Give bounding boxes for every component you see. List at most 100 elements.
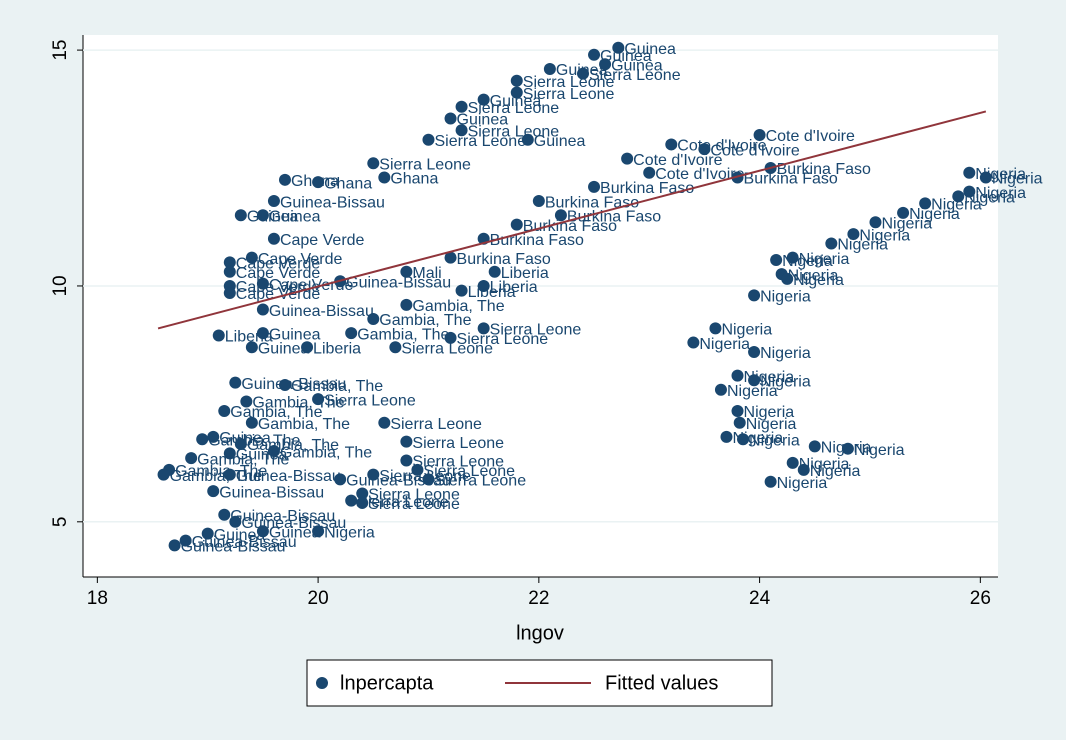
legend-swatch: [316, 677, 328, 689]
point: [256, 327, 269, 340]
point-label: Gambia, The: [197, 451, 289, 468]
point-label: Guinea: [269, 326, 321, 343]
point-label: Nigeria: [931, 197, 982, 214]
point-label: Gambia, The: [357, 326, 449, 343]
point: [223, 265, 236, 278]
point-label: Nigeria: [749, 432, 800, 449]
point-label: Nigeria: [793, 272, 844, 289]
point: [207, 485, 220, 498]
point-label: Nigeria: [964, 190, 1015, 207]
point: [378, 416, 391, 429]
point: [444, 331, 457, 344]
point: [234, 437, 247, 450]
point: [179, 534, 192, 547]
point: [720, 430, 733, 443]
point: [897, 206, 910, 219]
point: [400, 298, 413, 311]
plot-area: [83, 35, 998, 577]
point: [312, 393, 325, 406]
point-label: Cape Verde: [280, 232, 365, 249]
point-label: Guinea-Bissau: [236, 468, 341, 485]
point: [543, 62, 556, 75]
point: [367, 157, 380, 170]
point-label: Guinea-Bissau: [346, 274, 451, 291]
point: [532, 195, 545, 208]
point-label: Gambia, The: [412, 298, 504, 315]
point: [267, 195, 280, 208]
point-label: Cote d'Ivoire: [633, 152, 722, 169]
point: [301, 341, 314, 354]
point: [229, 515, 242, 528]
point-label: Cote d'Ivoire: [655, 166, 744, 183]
point: [312, 176, 325, 189]
point: [488, 265, 501, 278]
point: [979, 171, 992, 184]
x-axis-label: lngov: [516, 622, 564, 644]
point-label: Guinea: [214, 527, 266, 544]
point-label: Nigeria: [992, 171, 1043, 188]
point-label: Guinea-Bissau: [280, 194, 385, 211]
point-label: Sierra Leone: [434, 473, 526, 490]
point-label: Guinea: [490, 93, 542, 110]
point: [781, 272, 794, 285]
point: [240, 395, 253, 408]
point: [869, 216, 882, 229]
legend-label: lnpercapta: [340, 672, 434, 694]
point: [422, 473, 435, 486]
point-label: Guinea: [236, 447, 288, 464]
point: [223, 256, 236, 269]
point: [234, 209, 247, 222]
point: [510, 74, 523, 87]
legend-label: Fitted values: [605, 672, 718, 694]
point: [356, 496, 369, 509]
point: [919, 197, 932, 210]
point-label: Nigeria: [760, 345, 811, 362]
point: [400, 454, 413, 467]
point-label: Ghana: [390, 171, 438, 188]
point: [753, 129, 766, 142]
point-label: Gambia, The: [291, 378, 383, 395]
point-label: Guinea: [624, 41, 676, 58]
point: [356, 487, 369, 500]
point-label: Guinea-Bissau: [181, 539, 286, 556]
point: [588, 180, 601, 193]
point-label: Nigeria: [760, 374, 811, 391]
point: [455, 100, 468, 113]
point: [218, 404, 231, 417]
point-label: Burkina Faso: [600, 180, 694, 197]
point: [444, 251, 457, 264]
point: [245, 341, 258, 354]
point: [400, 435, 413, 448]
point: [256, 525, 269, 538]
point: [510, 218, 523, 231]
point: [212, 329, 225, 342]
point-label: Nigeria: [837, 237, 888, 254]
point-label: Sierra Leone: [357, 494, 449, 511]
point: [510, 86, 523, 99]
point-label: Gambia, The: [175, 463, 267, 480]
point-label: Burkina Faso: [744, 171, 838, 188]
point: [312, 525, 325, 538]
point-label: Sierra Leone: [412, 435, 504, 452]
point-label: Nigeria: [746, 416, 797, 433]
point-label: Burkina Faso: [545, 194, 639, 211]
point-label: Sierra Leone: [490, 322, 582, 339]
point-label: Sierra Leone: [368, 496, 460, 513]
point-label: Cote d'Ivoire: [710, 142, 799, 159]
point-label: Guinea-Bissau: [230, 508, 335, 525]
point-label: Sierra Leone: [434, 133, 526, 150]
point: [455, 124, 468, 137]
x-tick-label: 20: [308, 588, 329, 609]
fit-line: [157, 110, 987, 330]
point: [612, 41, 625, 54]
point: [168, 539, 181, 552]
point: [963, 166, 976, 179]
point: [201, 527, 214, 540]
point-label: Sierra Leone: [368, 487, 460, 504]
point-label: Mali: [412, 265, 441, 282]
point: [196, 433, 209, 446]
point: [245, 251, 258, 264]
x-tick-label: 22: [528, 588, 549, 609]
point: [709, 322, 722, 335]
